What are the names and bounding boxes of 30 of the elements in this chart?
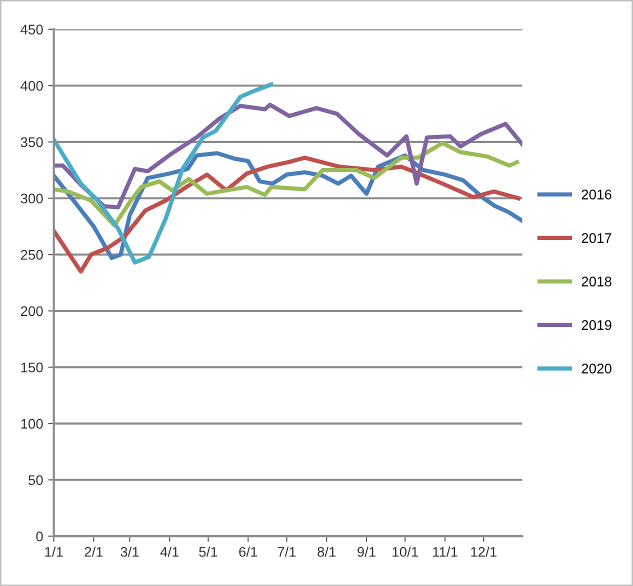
y-tick-label: 250 [20,250,43,260]
x-tick-label: 10/1 [392,546,418,557]
x-tick-label: 12/1 [471,546,496,557]
y-tick-label: 400 [20,80,43,91]
y-tick-label: 150 [21,362,43,372]
x-tick-label: 6/1 [239,546,258,557]
x-tick-label: 8/1 [318,546,336,557]
x-tick-label: 2/1 [84,546,103,557]
line-series [54,102,522,210]
y-tick-label: 100 [21,418,43,429]
legend-label: 2018 [582,276,612,286]
y-tick-label: 300 [20,194,43,204]
x-tick-label: 5/1 [199,546,218,557]
x-tick-label: 3/1 [120,546,139,557]
legend-label: 2017 [582,233,612,243]
legend-label: 2020 [582,364,612,374]
x-tick-label: 11/1 [433,546,458,557]
line-series [54,82,274,265]
y-tick-label: 450 [20,24,43,34]
y-tick-label: 200 [20,306,43,316]
x-tick-label: 1/1 [45,546,63,557]
y-tick-label: 50 [28,475,43,486]
x-tick-label: 4/1 [160,546,179,557]
x-tick-label: 7/1 [278,546,296,557]
y-tick-label: 350 [20,137,43,148]
legend-label: 2016 [582,190,612,200]
x-tick-label: 9/1 [358,546,376,557]
legend-label: 2019 [582,320,612,330]
y-tick-label: 0 [36,532,43,542]
line-series [54,140,520,228]
